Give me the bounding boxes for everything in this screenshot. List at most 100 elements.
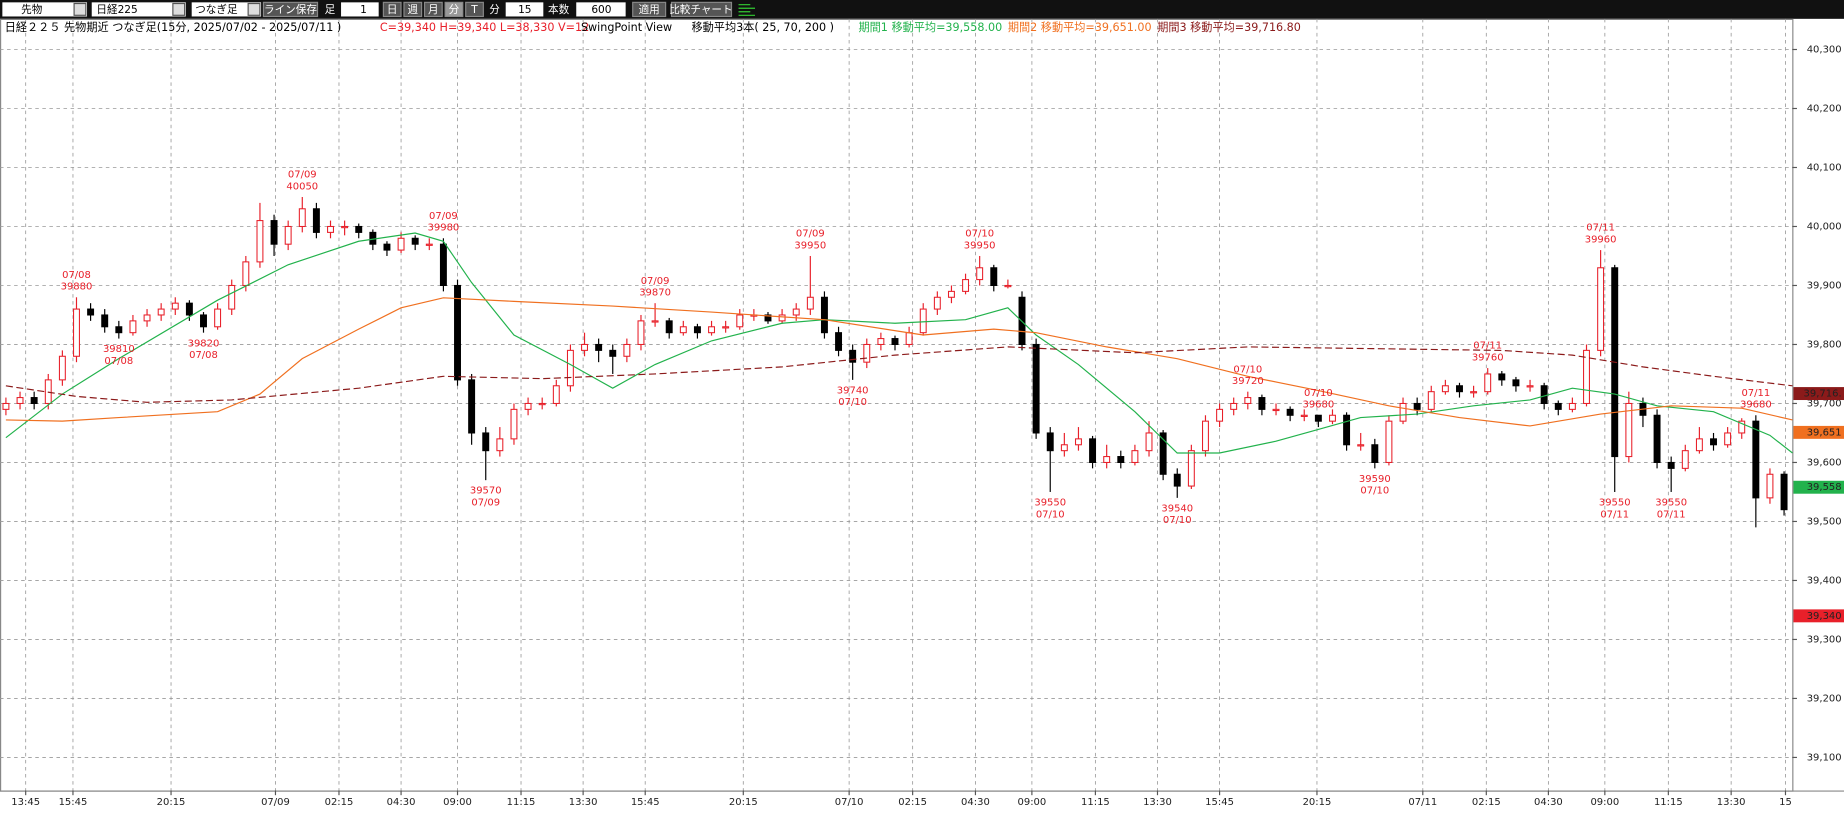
chart-title: 日経２２５ 先物期近 つなぎ足(15分, 2025/07/02 - 2025/0… xyxy=(5,20,342,34)
moving-average-line xyxy=(5,346,1793,403)
period-button[interactable] xyxy=(403,1,423,18)
candle-body xyxy=(454,284,461,381)
swing-date: 07/11 xyxy=(1586,223,1615,234)
swing-price: 39680 xyxy=(1302,400,1334,411)
candle-body xyxy=(87,308,95,316)
settings-icon[interactable] xyxy=(738,4,756,16)
dropdown-arrow[interactable] xyxy=(247,2,261,16)
candle-body xyxy=(722,326,730,329)
swing-date: 07/10 xyxy=(965,229,994,240)
candle-body xyxy=(1752,420,1760,499)
market-select[interactable] xyxy=(2,2,88,17)
candle-body xyxy=(1456,385,1463,393)
swing-price: 40050 xyxy=(286,181,318,192)
y-tick-label: 39,400 xyxy=(1807,575,1842,586)
y-tick-label: 39,100 xyxy=(1807,752,1842,763)
x-tick-label: 11:15 xyxy=(1654,797,1683,808)
y-tick-label: 39,800 xyxy=(1807,339,1842,350)
candle-body xyxy=(1089,438,1097,463)
candle-body xyxy=(637,320,645,346)
plot: 07/08398803981007/083982007/0807/0940050… xyxy=(2,170,1793,528)
candle-body xyxy=(693,326,701,334)
swing-date: 07/10 xyxy=(838,397,867,408)
candle-body xyxy=(298,208,306,228)
candle-body xyxy=(1329,414,1336,422)
candle-body xyxy=(708,326,716,334)
x-tick-label: 04:30 xyxy=(387,797,416,808)
labels: 40,300 40,200 40,100 40,000 39,900 39,800 39,7… xyxy=(11,44,1844,808)
candle-body xyxy=(1710,438,1717,446)
ma-label: 期間2 移動平均=39,651.00 xyxy=(1008,20,1152,34)
period-button[interactable] xyxy=(465,1,484,18)
candle-body xyxy=(1695,438,1703,452)
compare-button[interactable] xyxy=(670,1,733,18)
candle-body xyxy=(411,237,419,245)
candle-body xyxy=(256,220,264,263)
apply-button[interactable] xyxy=(632,1,667,18)
candle-body xyxy=(439,243,447,287)
minutes-text: 15 xyxy=(518,4,531,16)
price-tag-label: 39,340 xyxy=(1807,611,1842,622)
x-tick-label: 09:00 xyxy=(443,797,472,808)
x-tick-label: 04:30 xyxy=(961,797,990,808)
dropdown-arrow[interactable] xyxy=(172,2,186,16)
save-line-button[interactable] xyxy=(262,1,319,18)
candle-body xyxy=(1512,379,1520,387)
period-button[interactable] xyxy=(444,1,464,18)
candle-body xyxy=(1046,432,1054,452)
candle-body xyxy=(1540,385,1548,404)
candle-body xyxy=(327,225,334,233)
swing-date: 07/09 xyxy=(796,229,825,240)
candle-body xyxy=(425,243,433,246)
candle-body xyxy=(581,343,588,351)
candle-body xyxy=(1780,473,1788,511)
candle-body xyxy=(933,296,941,310)
minute-label: 分 xyxy=(489,4,500,16)
candle-body xyxy=(1201,420,1209,452)
candle-body xyxy=(990,267,998,287)
x-tick-label: 11:15 xyxy=(507,797,536,808)
minutes-input[interactable] xyxy=(505,2,544,17)
y-tick-label: 40,200 xyxy=(1807,103,1842,114)
candle-body xyxy=(369,231,377,245)
candle-body xyxy=(341,225,349,229)
candle-body xyxy=(905,332,913,346)
candle-body xyxy=(228,284,236,310)
candle-body xyxy=(1568,402,1576,410)
swing-date: 07/09 xyxy=(288,170,317,181)
price-tag-label: 39,651 xyxy=(1807,427,1842,438)
candle-body xyxy=(482,432,490,452)
candle-body xyxy=(1230,402,1238,410)
candle-body xyxy=(312,208,320,233)
ma-label: 期間1 移動平均=39,558.00 xyxy=(858,20,1002,34)
swing-date: 07/10 xyxy=(1360,486,1389,497)
y-tick-label: 40,000 xyxy=(1807,221,1842,232)
candle-body xyxy=(764,314,772,322)
view-name: SwingPoint View xyxy=(581,21,672,34)
swing-date: 07/09 xyxy=(641,276,670,287)
bar-type-select[interactable] xyxy=(191,2,262,17)
period-button[interactable] xyxy=(423,1,443,18)
index-select[interactable] xyxy=(91,2,186,17)
price-tag xyxy=(1793,425,1844,439)
candle-body xyxy=(157,308,165,316)
y-tick-label: 39,700 xyxy=(1807,398,1842,409)
candle-body xyxy=(1470,391,1478,394)
bar-input[interactable] xyxy=(341,2,379,17)
candle-body xyxy=(891,338,899,346)
moving-average-line xyxy=(5,232,1793,454)
candle-body xyxy=(679,326,687,334)
count-input[interactable] xyxy=(576,2,626,17)
x-tick-label: 09:00 xyxy=(1590,797,1619,808)
compare-text: 比較チャート xyxy=(669,3,732,16)
candle-body xyxy=(1286,408,1294,416)
period-button[interactable] xyxy=(382,1,402,18)
x-tick-label: 11:15 xyxy=(1081,797,1110,808)
swing-date: 07/09 xyxy=(471,498,500,509)
candle-body xyxy=(1625,402,1633,458)
candle-body xyxy=(1738,420,1746,434)
candle-body xyxy=(1357,444,1365,447)
dropdown-arrow[interactable] xyxy=(73,2,87,16)
candle-body xyxy=(1187,450,1195,487)
candle-body xyxy=(1766,473,1774,499)
